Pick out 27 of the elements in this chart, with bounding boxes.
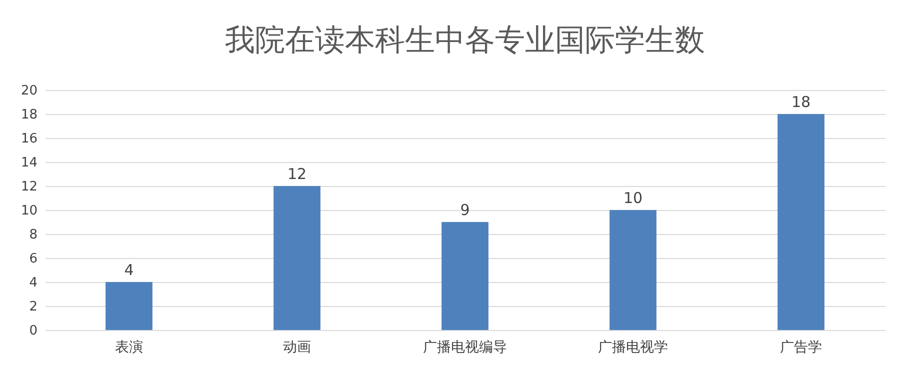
data-label: 18 xyxy=(791,93,811,111)
bar xyxy=(610,210,656,330)
x-tick-label: 表演 xyxy=(115,340,143,356)
bar xyxy=(442,222,488,330)
y-tick-label: 16 xyxy=(20,132,38,146)
y-tick-label: 10 xyxy=(20,204,38,218)
y-tick-label: 6 xyxy=(29,252,38,266)
y-tick-label: 8 xyxy=(29,228,38,242)
bar xyxy=(778,114,824,330)
data-label: 12 xyxy=(287,165,307,183)
bar xyxy=(274,186,320,330)
x-tick-label: 广播电视编导 xyxy=(423,340,507,356)
y-tick-label: 4 xyxy=(29,276,38,290)
data-label: 10 xyxy=(623,189,643,207)
y-tick-label: 18 xyxy=(20,108,38,122)
x-tick-label: 广告学 xyxy=(780,340,822,356)
y-tick-label: 20 xyxy=(20,84,38,98)
y-tick-label: 14 xyxy=(20,156,38,170)
x-tick-label: 动画 xyxy=(283,340,311,356)
bar xyxy=(106,282,152,330)
data-label: 4 xyxy=(124,261,134,279)
data-label: 9 xyxy=(460,201,470,219)
x-tick-label: 广播电视学 xyxy=(598,340,668,356)
chart-title: 我院在读本科生中各专业国际学生数 xyxy=(225,23,705,58)
y-tick-label: 0 xyxy=(29,324,38,338)
y-tick-label: 2 xyxy=(29,300,38,314)
y-tick-label: 12 xyxy=(20,180,38,194)
